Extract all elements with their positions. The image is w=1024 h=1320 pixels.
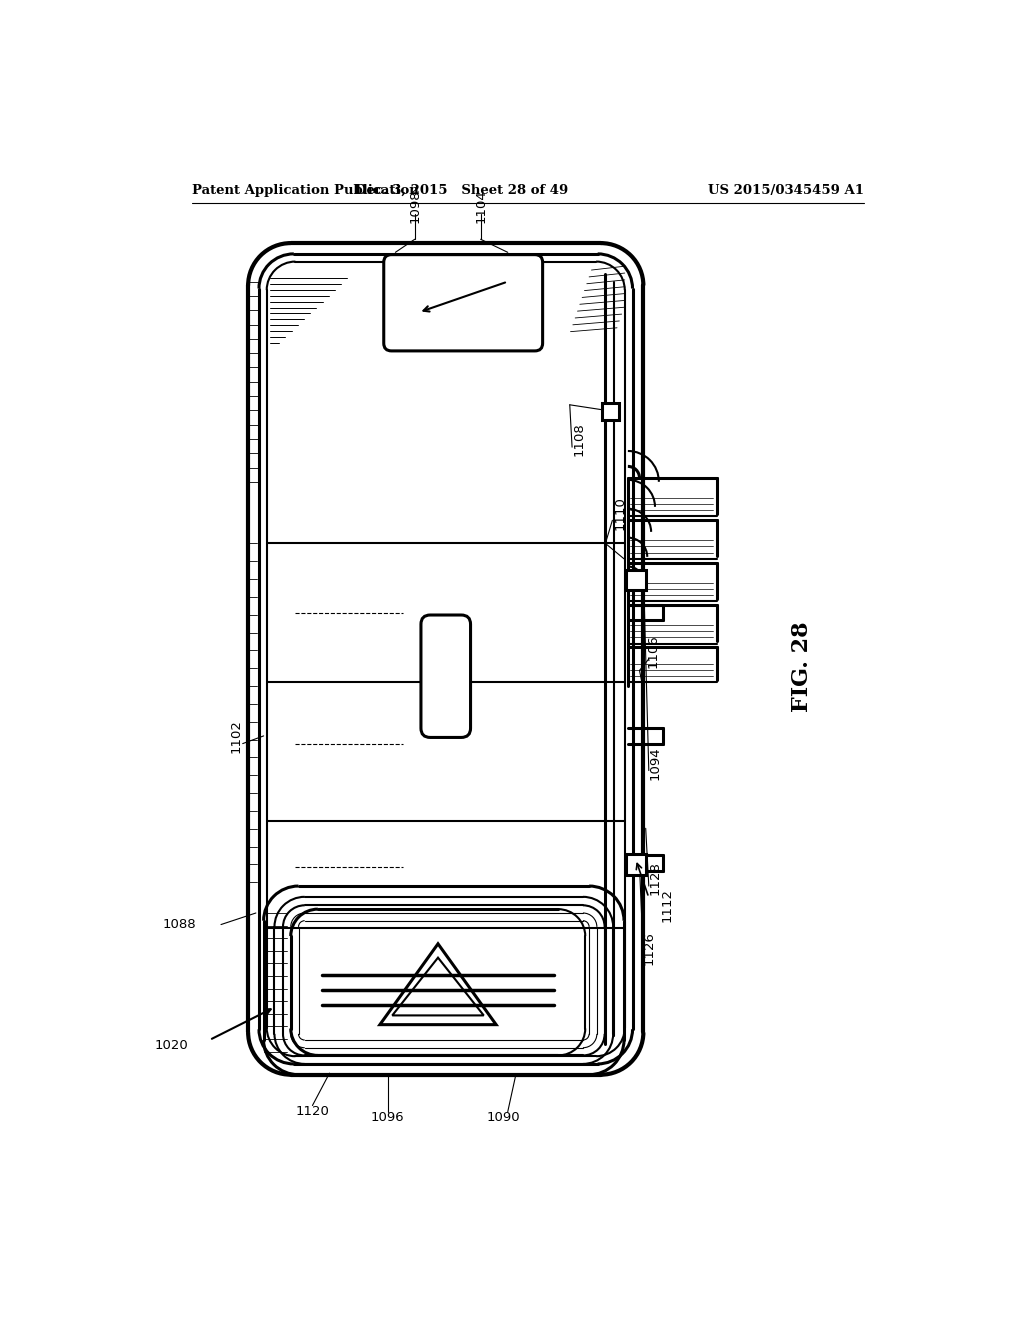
Text: 1094: 1094 xyxy=(648,746,662,780)
Text: 1110: 1110 xyxy=(613,496,627,529)
Bar xyxy=(627,570,646,590)
Text: US 2015/0345459 A1: US 2015/0345459 A1 xyxy=(709,185,864,197)
Text: 1108: 1108 xyxy=(572,422,586,457)
FancyBboxPatch shape xyxy=(384,255,543,351)
Text: 1104: 1104 xyxy=(474,189,487,223)
Bar xyxy=(627,854,646,875)
Text: 1098: 1098 xyxy=(409,189,421,223)
Text: 1126: 1126 xyxy=(642,931,655,965)
Text: Dec. 3, 2015   Sheet 28 of 49: Dec. 3, 2015 Sheet 28 of 49 xyxy=(354,185,568,197)
Text: Patent Application Publication: Patent Application Publication xyxy=(191,185,418,197)
Bar xyxy=(601,404,618,420)
Text: 1020: 1020 xyxy=(155,1039,188,1052)
Text: 1090: 1090 xyxy=(487,1110,520,1123)
FancyBboxPatch shape xyxy=(421,615,471,738)
Text: 1120: 1120 xyxy=(296,1105,330,1118)
Text: FIG. 28: FIG. 28 xyxy=(792,622,813,711)
Text: 1112: 1112 xyxy=(660,888,673,923)
Text: 1102: 1102 xyxy=(230,719,243,752)
Text: 1088: 1088 xyxy=(163,917,197,931)
Text: 1128: 1128 xyxy=(648,862,662,895)
Text: 1106: 1106 xyxy=(647,635,659,668)
Text: 1096: 1096 xyxy=(371,1110,404,1123)
